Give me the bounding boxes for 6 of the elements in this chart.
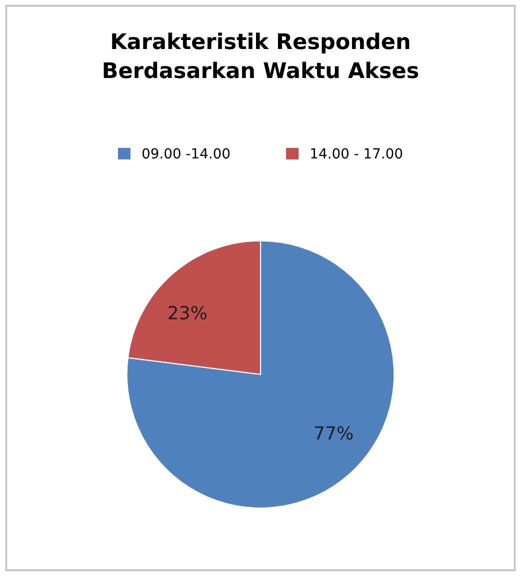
legend-label: 14.00 - 17.00 [311,148,402,159]
data-label: 77% [315,426,353,440]
chart-title: Karakteristik Responden Berdasarkan Waktu Akses [104,32,418,78]
data-label: 23% [168,306,206,320]
pie-slice [126,240,395,509]
legend-label: 09.00 -14.00 [142,148,230,159]
